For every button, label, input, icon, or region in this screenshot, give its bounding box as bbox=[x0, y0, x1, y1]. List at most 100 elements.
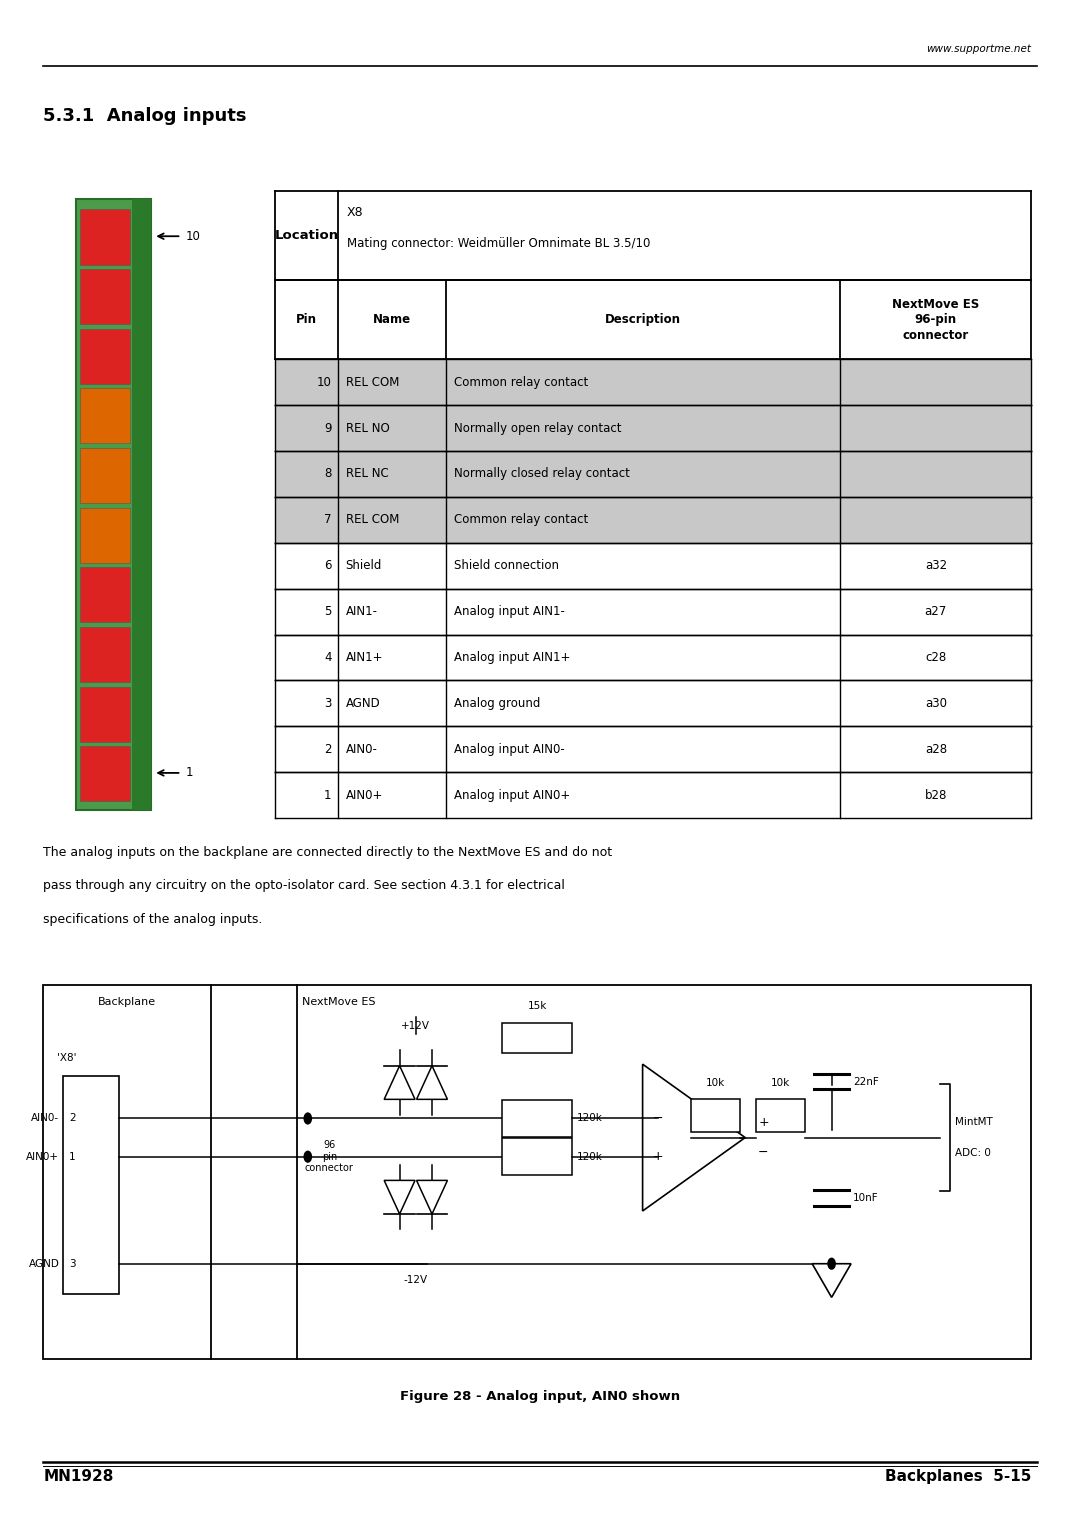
Text: 6: 6 bbox=[324, 560, 332, 572]
Text: REL COM: REL COM bbox=[346, 376, 399, 388]
Bar bbox=[275, 635, 1031, 680]
Bar bbox=[80, 209, 130, 265]
Text: AIN0+: AIN0+ bbox=[26, 1151, 59, 1162]
Text: 10k: 10k bbox=[771, 1078, 789, 1089]
Text: specifications of the analog inputs.: specifications of the analog inputs. bbox=[43, 913, 262, 927]
Bar bbox=[275, 191, 1031, 280]
Circle shape bbox=[303, 1151, 312, 1164]
Bar bbox=[275, 451, 1031, 497]
Text: −: − bbox=[652, 1112, 663, 1125]
Text: MN1928: MN1928 bbox=[43, 1469, 113, 1485]
Bar bbox=[275, 772, 1031, 818]
Text: Common relay contact: Common relay contact bbox=[454, 376, 588, 388]
Text: 4: 4 bbox=[324, 651, 332, 664]
Text: REL NC: REL NC bbox=[346, 468, 389, 480]
Text: Location: Location bbox=[274, 229, 339, 242]
Text: a27: a27 bbox=[924, 605, 947, 618]
Text: Mating connector: Weidmüller Omnimate BL 3.5/10: Mating connector: Weidmüller Omnimate BL… bbox=[347, 237, 650, 251]
Text: 'X8': 'X8' bbox=[57, 1053, 77, 1064]
Text: 9: 9 bbox=[324, 422, 332, 434]
Text: Analog ground: Analog ground bbox=[454, 697, 540, 709]
Text: AIN0-: AIN0- bbox=[31, 1113, 59, 1124]
Text: AIN1+: AIN1+ bbox=[346, 651, 383, 664]
Bar bbox=[80, 627, 130, 682]
Text: Backplanes  5-15: Backplanes 5-15 bbox=[885, 1469, 1031, 1485]
Bar bbox=[80, 329, 130, 384]
Bar bbox=[80, 687, 130, 742]
Bar bbox=[80, 388, 130, 443]
Text: 10: 10 bbox=[186, 229, 201, 243]
Text: 8: 8 bbox=[324, 468, 332, 480]
Bar bbox=[80, 448, 130, 503]
Text: 10nF: 10nF bbox=[853, 1193, 879, 1203]
Text: Shield: Shield bbox=[346, 560, 382, 572]
Text: 120k: 120k bbox=[577, 1151, 603, 1162]
Polygon shape bbox=[384, 1180, 415, 1214]
Bar bbox=[275, 543, 1031, 589]
Text: a28: a28 bbox=[924, 743, 947, 755]
Text: Analog input AIN0-: Analog input AIN0- bbox=[454, 743, 565, 755]
Text: 1: 1 bbox=[324, 789, 332, 801]
Text: Analog input AIN0+: Analog input AIN0+ bbox=[454, 789, 570, 801]
Text: Normally closed relay contact: Normally closed relay contact bbox=[454, 468, 630, 480]
Text: a30: a30 bbox=[924, 697, 947, 709]
Text: +12V: +12V bbox=[402, 1020, 430, 1031]
Text: 1: 1 bbox=[186, 766, 193, 780]
Bar bbox=[275, 359, 1031, 405]
Bar bbox=[275, 280, 1031, 359]
Text: 15k: 15k bbox=[528, 1000, 546, 1011]
Text: 96
pin
connector: 96 pin connector bbox=[305, 1141, 354, 1173]
Text: MintMT: MintMT bbox=[955, 1118, 993, 1127]
Polygon shape bbox=[384, 1066, 415, 1099]
Text: c28: c28 bbox=[926, 651, 946, 664]
Circle shape bbox=[827, 1258, 836, 1271]
Text: +: + bbox=[758, 1116, 769, 1128]
Text: 3: 3 bbox=[324, 697, 332, 709]
Bar bbox=[502, 1139, 572, 1176]
Text: Name: Name bbox=[373, 313, 411, 326]
Bar bbox=[76, 199, 151, 810]
Text: 5.3.1  Analog inputs: 5.3.1 Analog inputs bbox=[43, 107, 246, 125]
Text: 1: 1 bbox=[69, 1151, 76, 1162]
Polygon shape bbox=[812, 1264, 851, 1298]
Text: Description: Description bbox=[605, 313, 681, 326]
Circle shape bbox=[303, 1113, 312, 1125]
Bar bbox=[275, 405, 1031, 451]
Text: The analog inputs on the backplane are connected directly to the NextMove ES and: The analog inputs on the backplane are c… bbox=[43, 846, 612, 859]
Text: Figure 28 - Analog input, AIN0 shown: Figure 28 - Analog input, AIN0 shown bbox=[400, 1390, 680, 1404]
Polygon shape bbox=[417, 1180, 447, 1214]
Text: 3: 3 bbox=[69, 1258, 76, 1269]
Text: 22nF: 22nF bbox=[853, 1076, 879, 1087]
Text: Analog input AIN1+: Analog input AIN1+ bbox=[454, 651, 570, 664]
Bar bbox=[80, 508, 130, 563]
Bar bbox=[275, 497, 1031, 543]
Text: a32: a32 bbox=[924, 560, 947, 572]
Bar bbox=[691, 1099, 740, 1133]
Text: Common relay contact: Common relay contact bbox=[454, 514, 588, 526]
Text: AIN0-: AIN0- bbox=[346, 743, 378, 755]
Text: 10k: 10k bbox=[706, 1078, 725, 1089]
Text: X8: X8 bbox=[347, 206, 363, 220]
Text: +: + bbox=[652, 1150, 663, 1164]
Text: Shield connection: Shield connection bbox=[454, 560, 558, 572]
Bar bbox=[502, 1023, 572, 1053]
Text: pass through any circuitry on the opto-isolator card. See section 4.3.1 for elec: pass through any circuitry on the opto-i… bbox=[43, 879, 565, 893]
Bar bbox=[275, 589, 1031, 635]
Text: Analog input AIN1-: Analog input AIN1- bbox=[454, 605, 565, 618]
Text: REL NO: REL NO bbox=[346, 422, 390, 434]
Text: ADC: 0: ADC: 0 bbox=[955, 1148, 990, 1157]
Text: AIN0+: AIN0+ bbox=[346, 789, 383, 801]
Text: 10: 10 bbox=[316, 376, 332, 388]
Text: AIN1-: AIN1- bbox=[346, 605, 378, 618]
Bar bbox=[756, 1099, 805, 1133]
Text: 5: 5 bbox=[324, 605, 332, 618]
Text: -12V: -12V bbox=[404, 1275, 428, 1286]
Text: 2: 2 bbox=[69, 1113, 76, 1124]
Bar bbox=[275, 680, 1031, 726]
Text: 120k: 120k bbox=[577, 1113, 603, 1124]
Text: −: − bbox=[758, 1147, 769, 1159]
Text: NextMove ES: NextMove ES bbox=[302, 997, 376, 1008]
Bar bbox=[132, 199, 151, 810]
Bar bbox=[43, 985, 1031, 1359]
Bar bbox=[502, 1101, 572, 1138]
